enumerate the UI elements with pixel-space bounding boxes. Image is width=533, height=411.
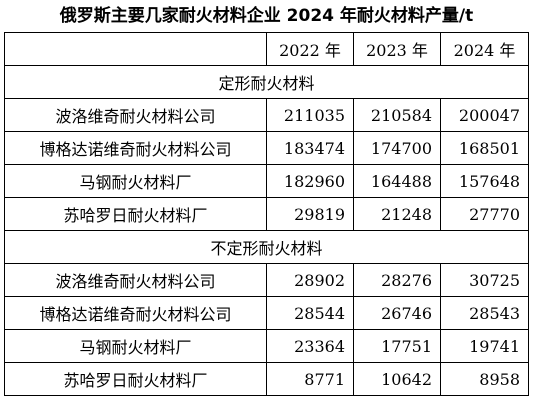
value-cell: 164488: [353, 164, 441, 198]
section-row-shaped: 定形耐火材料: [4, 65, 529, 99]
value-cell: 200047: [440, 98, 529, 132]
value-cell: 28544: [266, 296, 354, 330]
section-label: 不定形耐火材料: [4, 230, 529, 264]
value-cell: 28902: [266, 263, 354, 297]
value-cell: 19741: [440, 329, 529, 363]
header-year-2024: 2024 年: [440, 32, 529, 66]
value-cell: 183474: [266, 131, 354, 165]
table-row: 博格达诺维奇耐火材料公司 28544 26746 28543: [4, 296, 529, 330]
value-cell: 21248: [353, 197, 441, 231]
value-cell: 168501: [440, 131, 529, 165]
company-name: 马钢耐火材料厂: [4, 329, 267, 363]
header-corner-cell: [4, 32, 267, 66]
header-year-2022: 2022 年: [266, 32, 354, 66]
value-cell: 182960: [266, 164, 354, 198]
company-name: 苏哈罗日耐火材料厂: [4, 197, 267, 231]
table-row: 苏哈罗日耐火材料厂 8771 10642 8958: [4, 362, 529, 396]
value-cell: 210584: [353, 98, 441, 132]
value-cell: 28276: [353, 263, 441, 297]
table-row: 波洛维奇耐火材料公司 28902 28276 30725: [4, 263, 529, 297]
value-cell: 30725: [440, 263, 529, 297]
value-cell: 157648: [440, 164, 529, 198]
value-cell: 17751: [353, 329, 441, 363]
value-cell: 211035: [266, 98, 354, 132]
company-name: 苏哈罗日耐火材料厂: [4, 362, 267, 396]
value-cell: 174700: [353, 131, 441, 165]
value-cell: 23364: [266, 329, 354, 363]
company-name: 波洛维奇耐火材料公司: [4, 263, 267, 297]
production-table: 2022 年 2023 年 2024 年 定形耐火材料 波洛维奇耐火材料公司 2…: [4, 32, 529, 396]
value-cell: 8958: [440, 362, 529, 396]
header-row: 2022 年 2023 年 2024 年: [4, 32, 529, 66]
company-name: 波洛维奇耐火材料公司: [4, 98, 267, 132]
table-row: 博格达诺维奇耐火材料公司 183474 174700 168501: [4, 131, 529, 165]
section-label: 定形耐火材料: [4, 65, 529, 99]
value-cell: 10642: [353, 362, 441, 396]
table-title: 俄罗斯主要几家耐火材料企业 2024 年耐火材料产量/t: [59, 6, 474, 26]
company-name: 博格达诺维奇耐火材料公司: [4, 296, 267, 330]
table-row: 马钢耐火材料厂 182960 164488 157648: [4, 164, 529, 198]
table-row: 苏哈罗日耐火材料厂 29819 21248 27770: [4, 197, 529, 231]
company-name: 博格达诺维奇耐火材料公司: [4, 131, 267, 165]
value-cell: 29819: [266, 197, 354, 231]
header-year-2023: 2023 年: [353, 32, 441, 66]
value-cell: 28543: [440, 296, 529, 330]
table-row: 波洛维奇耐火材料公司 211035 210584 200047: [4, 98, 529, 132]
value-cell: 27770: [440, 197, 529, 231]
value-cell: 26746: [353, 296, 441, 330]
value-cell: 8771: [266, 362, 354, 396]
table-row: 马钢耐火材料厂 23364 17751 19741: [4, 329, 529, 363]
company-name: 马钢耐火材料厂: [4, 164, 267, 198]
section-row-unshaped: 不定形耐火材料: [4, 230, 529, 264]
